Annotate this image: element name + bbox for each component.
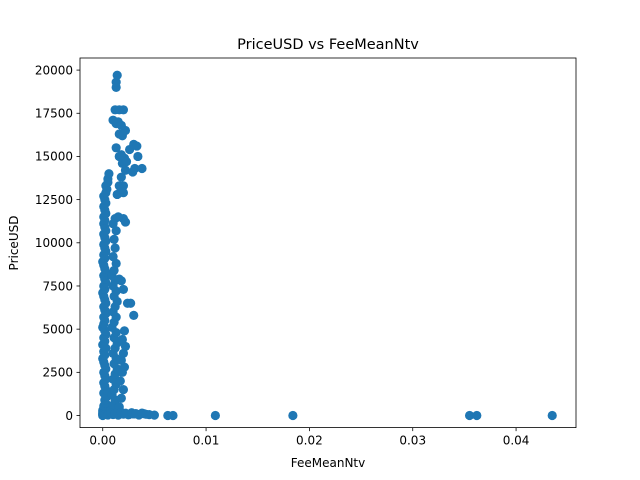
- scatter-point: [119, 362, 130, 372]
- y-axis-ticks: 0 2500 5000 7500 10000 12500 15000 17500 20000: [35, 63, 80, 423]
- scatter-point: [108, 115, 118, 125]
- x-tick-label: 0.02: [296, 434, 323, 448]
- y-tick-label: 12500: [35, 193, 73, 207]
- scatter-point: [116, 150, 126, 160]
- scatter-point: [472, 410, 482, 421]
- y-axis-label: PriceUSD: [7, 216, 21, 271]
- scatter-point: [108, 252, 118, 262]
- scatter-point: [120, 217, 131, 227]
- scatter-point: [547, 410, 557, 421]
- y-tick-label: 20000: [35, 63, 73, 77]
- scatter-point: [112, 70, 122, 80]
- y-tick-label: 0: [65, 409, 73, 423]
- scatter-point: [121, 157, 132, 167]
- y-tick-label: 17500: [35, 107, 73, 121]
- scatter-point: [111, 258, 121, 269]
- scatter-point: [119, 326, 130, 336]
- scatter-point: [168, 410, 178, 421]
- scatter-point: [118, 385, 128, 395]
- scatter-point: [116, 172, 126, 182]
- scatter-point: [128, 167, 138, 177]
- scatter-point: [120, 341, 131, 352]
- scatter-point: [113, 212, 123, 222]
- scatter-point: [116, 184, 126, 194]
- scatter-point: [210, 410, 220, 421]
- scatter-point: [133, 151, 143, 162]
- x-tick-label: 0.00: [89, 434, 116, 448]
- scatter-point: [111, 226, 121, 236]
- scatter-point: [120, 165, 131, 175]
- scatter-point: [111, 143, 121, 153]
- scatter-point: [117, 334, 127, 345]
- scatter-point: [111, 77, 121, 87]
- scatter-point: [137, 163, 147, 174]
- scatter-point: [109, 234, 119, 244]
- scatter-point: [288, 410, 298, 421]
- scatter-point: [132, 141, 142, 151]
- scatter-point: [115, 376, 125, 386]
- scatter-point: [116, 120, 126, 130]
- scatter-point: [109, 265, 119, 276]
- scatter-point: [126, 298, 136, 308]
- chart-title: PriceUSD vs FeeMeanNtv: [237, 37, 419, 53]
- x-tick-label: 0.01: [193, 434, 220, 448]
- y-tick-label: 7500: [42, 279, 73, 293]
- y-tick-label: 10000: [35, 236, 73, 250]
- points-layer: [98, 70, 557, 421]
- scatter-point: [118, 105, 128, 115]
- y-tick-label: 15000: [35, 150, 73, 164]
- scatter-point: [104, 169, 114, 179]
- x-tick-label: 0.04: [503, 434, 530, 448]
- scatter-point: [103, 177, 113, 187]
- scatter-point: [118, 348, 128, 358]
- x-tick-label: 0.03: [399, 434, 426, 448]
- y-tick-label: 2500: [42, 366, 73, 380]
- scatter-point: [114, 274, 124, 284]
- scatter-point: [141, 409, 151, 419]
- scatter-point: [149, 410, 159, 420]
- scatter-point: [110, 243, 120, 253]
- scatter-point: [116, 393, 126, 403]
- scatter-point: [464, 410, 475, 421]
- scatter-point: [116, 355, 126, 365]
- y-tick-label: 5000: [42, 322, 73, 336]
- x-axis-label: FeeMeanNtv: [291, 456, 366, 470]
- scatter-point: [129, 310, 139, 320]
- scatter-point: [118, 284, 128, 295]
- x-axis-ticks: 0.00 0.01 0.02 0.03 0.04: [89, 427, 530, 448]
